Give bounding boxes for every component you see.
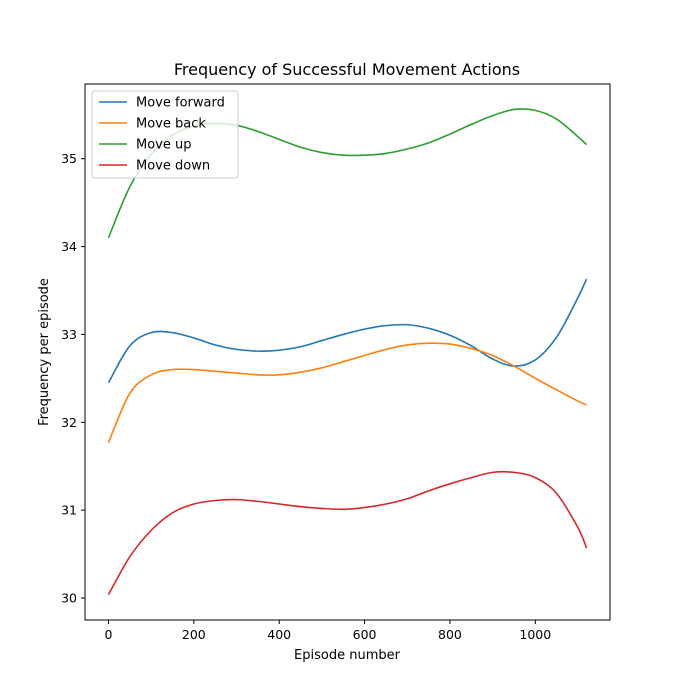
x-tick-label: 200 bbox=[182, 627, 206, 642]
y-tick-label: 35 bbox=[61, 151, 77, 166]
x-tick-label: 600 bbox=[353, 627, 377, 642]
legend-box bbox=[91, 90, 239, 179]
series-line-move-forward bbox=[107, 278, 588, 384]
legend-label-move-back: Move back bbox=[136, 117, 206, 132]
series-line-move-back bbox=[107, 342, 587, 443]
y-tick-label: 30 bbox=[61, 591, 77, 606]
y-tick-label: 34 bbox=[61, 239, 77, 254]
series-line-move-down bbox=[107, 470, 588, 595]
x-tick-label: 0 bbox=[104, 627, 112, 642]
y-axis: 30 31 32 33 34 35 bbox=[61, 151, 85, 606]
legend-label-move-down: Move down bbox=[136, 159, 210, 174]
x-tick-label: 800 bbox=[438, 627, 462, 642]
legend-label-move-up: Move up bbox=[136, 138, 192, 153]
plot-frame bbox=[84, 83, 611, 621]
x-tick-label: 400 bbox=[267, 627, 291, 642]
legend: Move forward Move back Move up Move down bbox=[91, 90, 239, 179]
x-axis-label: Episode number bbox=[294, 648, 401, 663]
y-tick-label: 31 bbox=[61, 503, 77, 518]
x-axis: 0 200 400 600 800 1000 bbox=[104, 620, 551, 642]
y-axis-label: Frequency per episode bbox=[37, 278, 52, 426]
chart-title: Frequency of Successful Movement Actions bbox=[174, 60, 520, 79]
x-tick-label: 1000 bbox=[519, 627, 551, 642]
y-tick-label: 33 bbox=[61, 327, 77, 342]
y-tick-label: 32 bbox=[61, 415, 77, 430]
legend-label-move-forward: Move forward bbox=[136, 96, 225, 111]
series-lines bbox=[107, 108, 588, 595]
